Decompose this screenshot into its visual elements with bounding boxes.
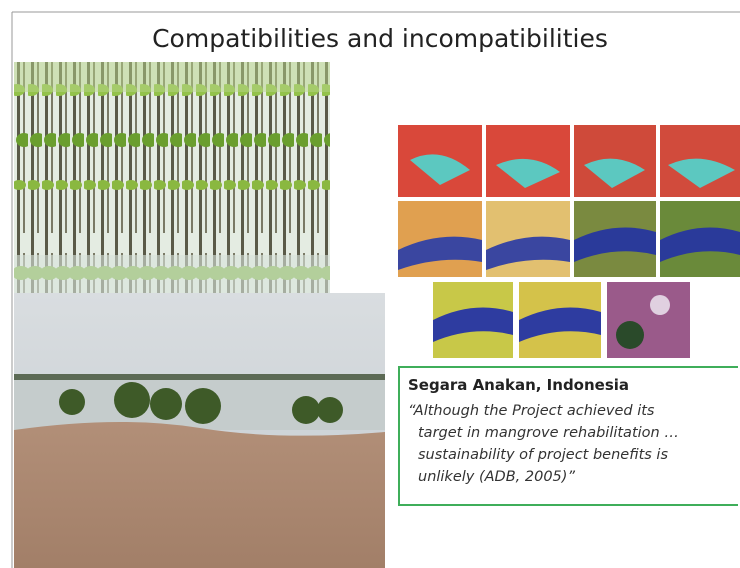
shore-photo <box>14 293 385 568</box>
slide: Compatibilities and incompatibilities Se… <box>0 0 740 568</box>
slide-title: Compatibilities and incompatibilities <box>0 24 740 53</box>
quote-line: target in mangrove rehabilitation … <box>408 422 730 444</box>
quote-line: unlikely (ADB, 2005)” <box>408 466 730 488</box>
satellite-images <box>398 125 740 358</box>
mangrove-photo <box>14 62 330 295</box>
quote-line: “Although the Project achieved its <box>408 400 730 422</box>
caption-heading: Segara Anakan, Indonesia <box>408 376 730 394</box>
caption-box: Segara Anakan, Indonesia “Although the P… <box>398 366 738 506</box>
quote-line: sustainability of project benefits is <box>408 444 730 466</box>
